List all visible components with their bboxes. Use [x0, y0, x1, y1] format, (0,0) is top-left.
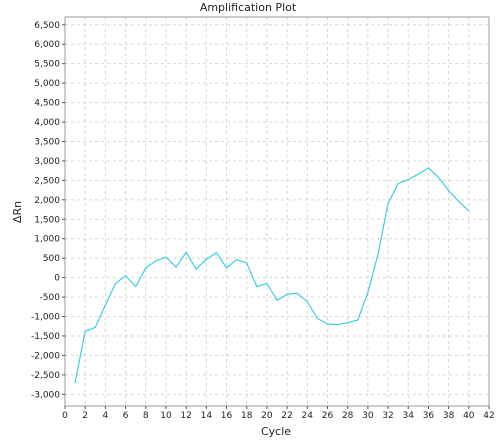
- data-point: [165, 256, 167, 258]
- y-tick-label: 5,000: [34, 79, 60, 89]
- y-tick-label: 2,500: [34, 176, 60, 186]
- y-tick-label: 4,500: [34, 99, 60, 109]
- x-tick-label: 42: [483, 411, 494, 421]
- x-tick-label: 6: [123, 411, 129, 421]
- y-axis-title: ΔRn: [11, 201, 24, 223]
- x-tick-label: 28: [342, 411, 354, 421]
- data-point: [195, 268, 197, 270]
- x-tick-label: 18: [241, 411, 253, 421]
- data-point: [205, 258, 207, 260]
- data-point: [357, 319, 359, 321]
- data-point: [468, 210, 470, 212]
- y-tick-label: 6,000: [34, 40, 60, 50]
- x-tick-label: 26: [322, 411, 334, 421]
- y-tick-label: 3,500: [34, 137, 60, 147]
- data-point: [427, 167, 430, 169]
- y-tick-label: -1,500: [31, 332, 60, 342]
- y-tick-label: 500: [43, 254, 60, 264]
- x-tick-label: 20: [261, 411, 273, 421]
- data-point: [367, 291, 369, 294]
- y-tick-label: 1,500: [34, 215, 60, 225]
- data-point: [347, 322, 349, 324]
- data-point: [225, 267, 228, 269]
- x-tick-label: 12: [180, 411, 191, 421]
- y-tick-label: 1,000: [34, 235, 60, 245]
- x-tick-label: 4: [103, 411, 109, 421]
- plot-border: [64, 16, 490, 407]
- x-tick-label: 22: [281, 411, 292, 421]
- x-tick-label: 16: [221, 411, 233, 421]
- data-point: [104, 304, 106, 306]
- data-point: [266, 282, 268, 285]
- data-point: [397, 182, 399, 185]
- data-point: [407, 179, 409, 181]
- y-tick-label: 4,000: [34, 118, 60, 128]
- plot-background: [65, 17, 489, 406]
- data-point: [124, 275, 127, 277]
- grid-layer: [64, 17, 490, 406]
- data-point: [276, 299, 278, 301]
- data-point: [417, 173, 419, 175]
- data-point: [94, 326, 96, 329]
- x-tick-label: 24: [302, 411, 314, 421]
- data-point: [175, 266, 177, 268]
- data-point: [437, 176, 440, 178]
- x-tick-label: 2: [82, 411, 88, 421]
- series-line: [74, 167, 470, 383]
- x-tick-label: 36: [423, 411, 435, 421]
- y-tick-label: -2,000: [31, 351, 60, 361]
- data-point: [145, 267, 147, 269]
- data-point: [74, 382, 76, 384]
- y-tick-label: -3,000: [31, 390, 60, 400]
- data-point: [316, 317, 318, 320]
- data-point: [336, 324, 339, 326]
- x-tick-label: 40: [463, 411, 475, 421]
- series-layer: [74, 167, 470, 384]
- y-tick-label: 0: [54, 274, 60, 284]
- y-axis-ticks: -3,000 -2,500 -2,000 -1,500 -1,000 -500 0 500 1,…: [31, 21, 65, 400]
- chart-title: Amplification Plot: [200, 1, 297, 14]
- data-point: [458, 200, 460, 202]
- data-point: [448, 189, 450, 192]
- x-tick-label: 14: [201, 411, 213, 421]
- data-point: [286, 293, 288, 295]
- y-tick-label: -1,000: [31, 313, 60, 323]
- data-point: [387, 203, 389, 205]
- y-tick-label: 3,000: [34, 157, 60, 167]
- data-point: [155, 260, 157, 262]
- x-tick-label: 30: [362, 411, 374, 421]
- data-point: [185, 251, 187, 253]
- data-point: [326, 323, 329, 325]
- x-tick-label: 34: [403, 411, 415, 421]
- data-point: [256, 285, 258, 288]
- data-point: [296, 292, 298, 294]
- x-tick-label: 8: [143, 411, 149, 421]
- x-axis-title: Cycle: [261, 425, 291, 438]
- y-tick-label: 2,000: [34, 196, 60, 206]
- y-tick-label: -500: [40, 293, 61, 303]
- data-point: [215, 252, 218, 254]
- data-point: [236, 259, 238, 261]
- x-axis-ticks: 0 2 4 6 8 10 12 14 16 18 20 22 24 26 28 30 32 34 36 38 40 42: [62, 406, 495, 421]
- y-tick-label: 6,500: [34, 21, 60, 31]
- x-tick-label: 38: [443, 411, 455, 421]
- y-tick-label: 5,500: [34, 60, 60, 70]
- data-point: [246, 262, 248, 264]
- plot-frame: [64, 16, 490, 407]
- data-point: [114, 282, 117, 285]
- data-point: [135, 285, 137, 288]
- x-tick-label: 10: [160, 411, 172, 421]
- data-point: [306, 301, 308, 303]
- data-point: [377, 253, 379, 255]
- y-tick-label: -2,500: [31, 371, 60, 381]
- data-point: [84, 330, 86, 332]
- x-tick-label: 32: [382, 411, 393, 421]
- x-tick-label: 0: [62, 411, 68, 421]
